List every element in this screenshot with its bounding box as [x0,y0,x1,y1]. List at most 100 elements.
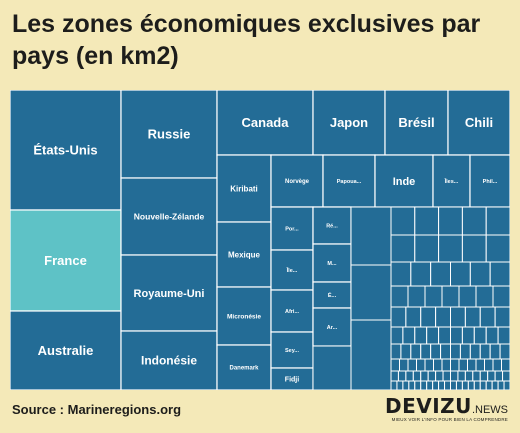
treemap-small-tile [469,343,481,360]
treemap-tile: Royaume-Uni [120,254,218,332]
tile-label: Norvège [285,179,310,185]
tile-label: Canada [242,115,290,130]
treemap-small-tile [464,306,481,328]
treemap-small-tile [450,261,471,287]
treemap-small-tile [433,358,443,372]
treemap-small-tile [430,261,451,287]
treemap-small-tile [407,358,417,372]
tile-label: Chili [465,115,493,130]
treemap-small-tile [414,234,440,263]
treemap-small-tile [492,285,510,308]
tile-label: Ré... [326,223,338,229]
treemap-small-tile [402,326,416,345]
treemap-small-tile [430,343,442,360]
treemap-small-tile [479,370,489,382]
treemap-small-tile [350,206,392,266]
tile-rect [447,90,510,156]
treemap-small-tile [479,380,487,390]
tile-label: Kiribati [230,184,258,193]
tile-label: É... [328,291,337,299]
tile-rect [120,90,218,179]
tile-rect [374,154,434,208]
treemap-small-tile [492,358,502,372]
tile-label: Por... [285,226,299,232]
treemap-tile: Norvège [270,154,324,208]
treemap-small-tile [464,370,474,382]
tile-label: Phil... [483,179,498,185]
tile-label: États-Unis [33,143,97,158]
treemap-small-tile [432,380,440,390]
treemap-tile: É... [312,281,352,309]
tile-label: Mexique [228,250,261,259]
treemap-small-tile [458,285,477,308]
treemap-small-tile [402,380,410,390]
treemap-small-tile [491,380,499,390]
treemap-small-tile [485,380,493,390]
treemap-tile: Îles... [432,154,471,208]
treemap-small-tile [426,326,440,345]
treemap-small-tile [390,380,398,390]
treemap-small-tile [414,380,422,390]
treemap-small-tile [405,370,414,382]
tile-rect [216,154,272,223]
treemap-tile: Papoua... [322,154,376,208]
treemap-small-tile [497,380,505,390]
brand-logo: DEVIZU.NEWS MIEUX VOIR L'INFO POUR BIEN … [385,394,508,422]
tile-label: Île... [286,266,298,274]
treemap-small-tile [469,261,491,287]
tile-label: Royaume-Uni [134,288,205,300]
tile-label: Australie [38,343,94,358]
treemap-small-tile [350,319,392,390]
treemap-tile: Mexique [216,221,272,288]
tile-rect [10,209,122,312]
treemap-tile: Ar... [312,307,352,347]
treemap-small-tile [414,326,428,345]
tile-rect [384,90,449,156]
treemap-small-tile [420,343,432,360]
treemap-small-tile [390,326,404,345]
treemap-tile: Indonésie [120,330,218,390]
tile-rect [312,243,352,283]
treemap-small-tile [450,380,457,390]
treemap-small-tile [410,261,432,287]
tile-label: Îles... [444,177,459,185]
treemap-small-tile [405,306,422,328]
treemap-small-tile [475,358,485,372]
treemap-small-tile [489,343,501,360]
treemap-small-tile [427,370,437,382]
treemap-tile: France [10,209,122,312]
treemap-small-tile [473,326,487,345]
treemap-small-tile [485,206,510,236]
treemap-small-tile [444,380,451,390]
treemap-tile: M... [312,243,352,283]
treemap-tile: Ré... [312,206,352,245]
treemap-small-tile [461,234,487,263]
treemap-tile: Sey... [270,331,314,369]
tile-rect [10,90,122,211]
treemap-small-tile [435,306,451,328]
treemap-small-tile [473,380,481,390]
treemap-small-tile [472,370,481,382]
treemap-tile: Canada [216,90,314,156]
tile-rect [120,330,218,390]
treemap-tile: États-Unis [10,90,122,211]
treemap-small-tile [390,306,407,328]
tile-rect [432,154,471,208]
treemap-small-tile [442,370,451,382]
tile-rect [312,206,352,245]
treemap-small-tile [390,370,399,382]
treemap-small-tile [438,380,446,390]
tile-rect [270,331,314,369]
treemap-small-tile [438,206,463,236]
logo-suffix: .NEWS [471,404,508,416]
tile-label: Indonésie [141,354,197,368]
treemap-small-tile [416,358,426,372]
treemap-small-tile [407,285,426,308]
treemap-tile: Phil... [469,154,510,208]
treemap-tile: Afri... [270,289,314,333]
treemap-small-tile [350,264,392,321]
tile-label: M... [327,261,337,267]
treemap-small-tile [435,370,444,382]
treemap-small-tile [450,370,459,382]
treemap-tile: Australie [10,310,122,390]
